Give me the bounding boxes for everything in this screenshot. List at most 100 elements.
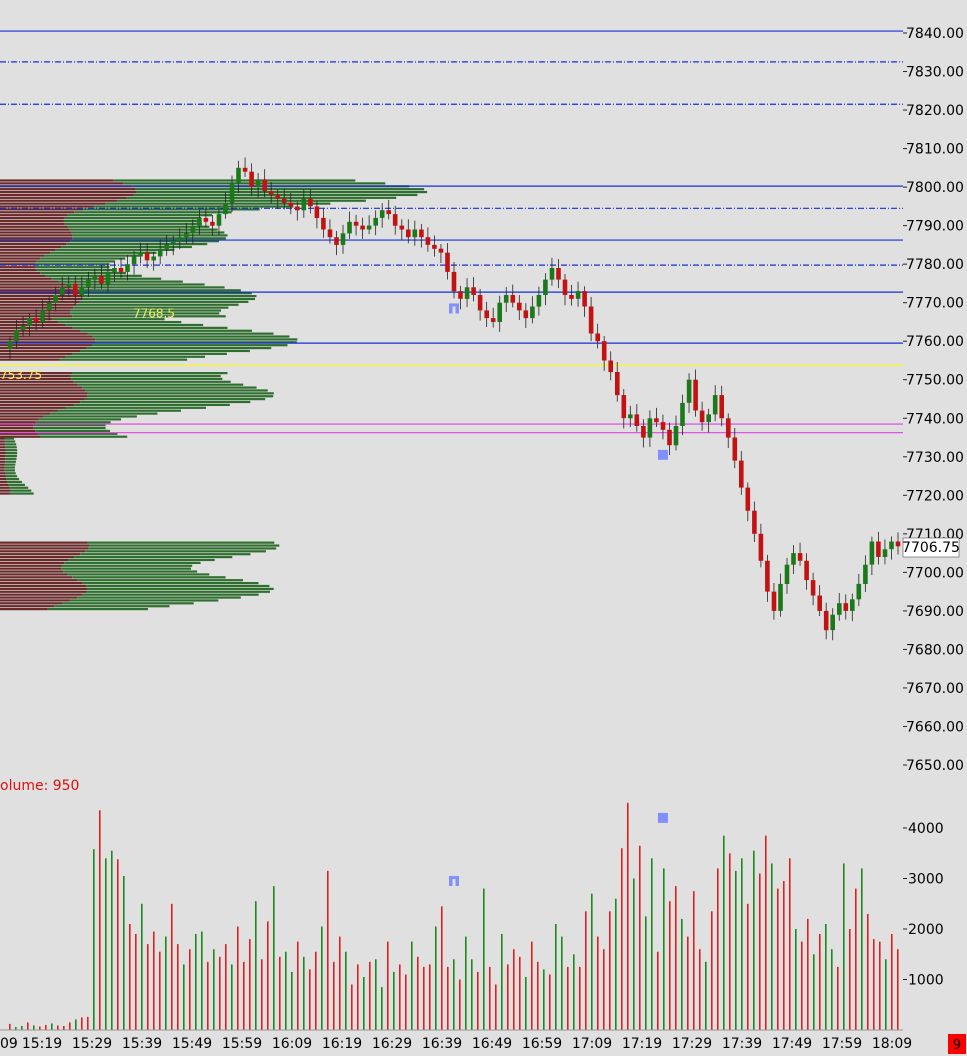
profile-row-sell <box>0 383 78 386</box>
profile-row-buy <box>40 257 126 260</box>
price-tick-label: 7810.00 <box>906 142 964 158</box>
volume-bar <box>351 984 353 1030</box>
candle-body <box>170 241 176 245</box>
candle-body <box>406 229 411 238</box>
profile-row-sell <box>0 323 65 327</box>
candle-body <box>73 283 78 295</box>
candle-body <box>334 237 339 245</box>
profile-row-buy <box>5 472 16 475</box>
profile-row-sell <box>0 477 7 481</box>
profile-row-buy <box>87 541 275 544</box>
volume-bar <box>723 835 725 1030</box>
profile-row-buy <box>81 297 255 301</box>
volume-bar <box>513 949 515 1030</box>
profile-row-buy <box>35 421 111 424</box>
volume-bar <box>543 969 545 1030</box>
profile-row-sell <box>0 202 106 205</box>
profile-row-sell <box>0 318 53 321</box>
volume-bar <box>729 853 731 1031</box>
profile-row-buy <box>77 383 244 386</box>
profile-row-buy <box>36 260 115 263</box>
volume-bar <box>711 911 713 1030</box>
candle-body <box>275 194 280 199</box>
volume-bar <box>135 934 137 1030</box>
markers <box>449 303 668 887</box>
profile-row-sell <box>0 547 89 550</box>
candle-body <box>438 248 444 253</box>
candle-body <box>451 271 457 292</box>
profile-row-buy <box>88 547 277 550</box>
volume-bar <box>525 977 527 1030</box>
profile-row-buy <box>80 292 252 295</box>
profile-row-sell <box>0 475 6 478</box>
profile-row-buy <box>70 312 220 315</box>
profile-row-sell <box>0 403 74 407</box>
profile-row-sell <box>0 558 69 562</box>
candle-body <box>210 221 215 226</box>
candle-body <box>712 395 718 415</box>
candle-body <box>889 541 894 550</box>
candle-body <box>693 379 698 411</box>
profile-row-sell <box>0 260 37 263</box>
volume-bar <box>81 1017 83 1030</box>
volume-bar <box>309 969 311 1030</box>
price-tick-label: 7660.00 <box>906 719 964 735</box>
volume-bar <box>765 835 767 1030</box>
volume-bar <box>243 961 245 1030</box>
profile-row-sell <box>0 457 6 460</box>
profile-row-buy <box>85 389 268 392</box>
profile-row-buy <box>93 205 294 208</box>
profile-row-buy <box>92 344 288 347</box>
profile-row-buy <box>83 208 260 211</box>
volume-bar <box>849 929 851 1030</box>
candle-body <box>471 287 476 295</box>
profile-row-sell <box>0 329 81 332</box>
volume-bar <box>219 956 221 1030</box>
volume-bar <box>573 954 575 1031</box>
profile-row-buy <box>65 406 207 409</box>
volume-bar <box>537 961 539 1030</box>
profile-row-buy <box>44 254 140 257</box>
candle-body <box>510 295 516 303</box>
profile-row-sell <box>0 599 70 602</box>
profile-row-sell <box>0 596 78 599</box>
time-tick-label: 15:59 <box>222 1036 262 1052</box>
profile-row-buy <box>35 266 110 269</box>
profile-row-buy <box>70 240 219 243</box>
profile-row-buy <box>105 202 331 205</box>
profile-row-sell <box>0 332 88 335</box>
profile-row-buy <box>73 403 230 407</box>
profile-row-sell <box>0 179 114 182</box>
volume-bar <box>117 859 119 1030</box>
profile-row-sell <box>0 398 85 401</box>
profile-row-sell <box>0 268 37 272</box>
profile-row-sell <box>0 553 81 556</box>
profile-row-sell <box>0 312 71 315</box>
volume-bar <box>549 974 551 1030</box>
candle-body <box>373 217 378 226</box>
candle-body <box>588 306 594 334</box>
volume-bar <box>237 926 239 1030</box>
volume-bar <box>63 1026 65 1030</box>
profile-row-buy <box>61 564 193 567</box>
candle-body <box>823 610 829 631</box>
price-level-label: 7768.5 <box>133 306 175 320</box>
profile-row-sell <box>0 400 81 404</box>
candle-body <box>157 248 163 257</box>
candle-body <box>46 302 52 311</box>
candle-body <box>327 229 333 238</box>
profile-row-sell <box>0 424 34 427</box>
volume-bar <box>279 956 281 1030</box>
profile-row-sell <box>0 544 90 547</box>
profile-row-sell <box>0 286 72 289</box>
volume-bar <box>75 1019 77 1030</box>
candle-body <box>14 329 19 342</box>
profile-row-buy <box>84 398 266 401</box>
profile-row-buy <box>70 374 221 378</box>
profile-row-sell <box>0 466 5 469</box>
profile-row-buy <box>54 605 170 608</box>
volume-bar <box>51 1023 53 1030</box>
price-levels: 7768.5 753.75 <box>0 30 903 434</box>
candle-body <box>197 217 202 226</box>
